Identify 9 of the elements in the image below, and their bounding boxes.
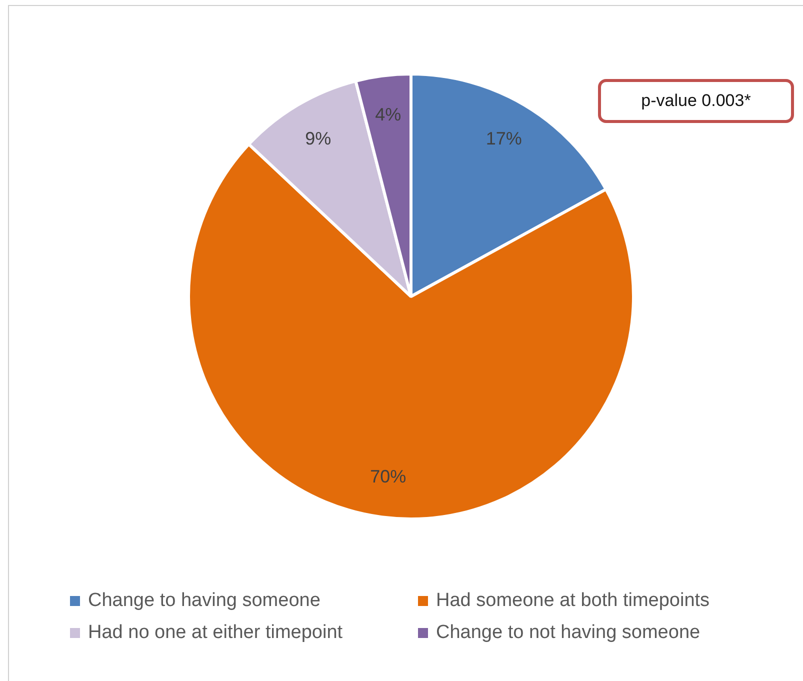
data-label: 17% [486, 128, 522, 148]
text: p-value 0.003* [598, 79, 794, 123]
legend-label: Change to not having someone [436, 622, 700, 644]
data-label: 9% [305, 128, 332, 148]
data-label: 70% [370, 466, 406, 486]
data-label: 4% [375, 104, 402, 124]
legend-label: Had someone at both timepoints [436, 590, 710, 612]
legend-label: Change to having someone [88, 590, 320, 612]
legend-label: Had no one at either timepoint [88, 622, 343, 644]
